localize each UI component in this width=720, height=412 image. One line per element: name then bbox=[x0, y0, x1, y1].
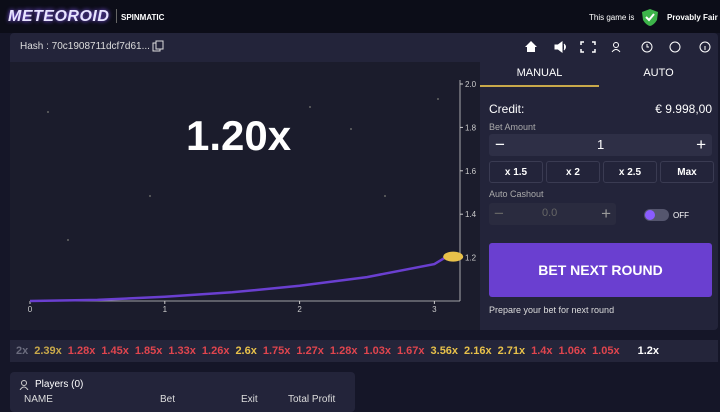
toolbar-icons[interactable] bbox=[520, 37, 718, 57]
tab[interactable]: AUTO bbox=[643, 67, 674, 79]
column-header: Total Profit bbox=[288, 394, 336, 405]
history-item[interactable]: 2.71x bbox=[497, 345, 526, 357]
toggle[interactable] bbox=[644, 209, 669, 221]
multiplier-curve bbox=[29, 256, 446, 303]
history-item[interactable]: 2x bbox=[16, 345, 29, 357]
players-panel bbox=[10, 372, 355, 412]
quick-button[interactable]: Max bbox=[660, 161, 714, 183]
x-tick-label: 1 bbox=[163, 305, 168, 314]
history-item[interactable]: 2.6x bbox=[235, 345, 257, 357]
history-item[interactable]: 1.06x bbox=[558, 345, 587, 357]
y-tick-label: 1.6 bbox=[465, 167, 477, 176]
history-item[interactable]: 1.4x bbox=[531, 345, 553, 357]
bet-label: Bet Amount bbox=[489, 122, 536, 132]
history-item[interactable]: 1.45x bbox=[101, 345, 129, 357]
copy-icon[interactable] bbox=[152, 40, 164, 52]
multiplier: 1.20x bbox=[186, 112, 292, 159]
credit: € 9.998,00 bbox=[655, 102, 712, 116]
tabs: MANUAL AUTO bbox=[480, 62, 718, 87]
stars bbox=[47, 98, 439, 241]
history-item[interactable]: 1.05x bbox=[592, 345, 620, 357]
graph: 0 1 2 3 1.2 1.4 1.6 1.8 2.0 bbox=[28, 80, 477, 314]
toggle-knob bbox=[645, 210, 655, 220]
history-item[interactable]: 1.26x bbox=[201, 345, 230, 357]
rocket bbox=[443, 251, 464, 262]
history-item[interactable]: 1.28x bbox=[67, 345, 96, 357]
tab[interactable]: MANUAL bbox=[480, 62, 599, 87]
cashout-input[interactable]: − 0.0 + bbox=[489, 203, 616, 225]
cashout-value[interactable]: 0.0 bbox=[542, 207, 558, 219]
y-tick-label: 1.8 bbox=[465, 123, 477, 132]
toggle-label: OFF bbox=[673, 211, 689, 220]
history-item[interactable]: 1.2x bbox=[637, 345, 660, 357]
bet-plus[interactable]: + bbox=[696, 135, 706, 154]
history-item[interactable]: 3.56x bbox=[430, 345, 459, 357]
cashout-plus[interactable]: + bbox=[601, 204, 611, 223]
hint: Prepare your bet for next round bbox=[489, 305, 615, 315]
history-item[interactable]: 1.27x bbox=[296, 345, 324, 357]
graph-area bbox=[10, 62, 480, 330]
divider bbox=[116, 9, 117, 23]
hash[interactable]: Hash : 70c1908711dcf7d61... bbox=[20, 41, 150, 52]
y-tick-label: 1.4 bbox=[465, 210, 477, 219]
bet-minus[interactable]: − bbox=[495, 135, 505, 154]
x-tick-label: 0 bbox=[28, 305, 33, 314]
history-item[interactable]: 1.85x bbox=[134, 345, 163, 357]
quick-button[interactable]: x 2 bbox=[546, 161, 600, 183]
top-bar: METEOROID SPINMATIC This game is Provabl… bbox=[0, 0, 720, 33]
bet-value[interactable]: 1 bbox=[597, 137, 605, 152]
fair-label[interactable]: Provably Fair bbox=[667, 13, 718, 22]
x-tick-label: 3 bbox=[432, 305, 437, 314]
quick-button[interactable]: x 1.5 bbox=[489, 161, 543, 183]
history-item[interactable]: 1.75x bbox=[262, 345, 291, 357]
cashout-label: Auto Cashout bbox=[489, 189, 544, 199]
column-header: Exit bbox=[241, 394, 258, 405]
history-item[interactable]: 1.28x bbox=[329, 345, 358, 357]
column-header: NAME bbox=[24, 394, 53, 405]
x-tick-label: 2 bbox=[297, 305, 302, 314]
history-item[interactable]: 2.39x bbox=[34, 345, 62, 357]
history-item[interactable]: 1.03x bbox=[363, 345, 391, 357]
history-item[interactable]: 1.33x bbox=[168, 345, 196, 357]
credit-label: Credit: bbox=[489, 102, 525, 116]
players-icon bbox=[19, 380, 29, 390]
y-tick-label: 2.0 bbox=[465, 80, 477, 89]
y-tick-label: 1.2 bbox=[465, 254, 477, 263]
brand: SPINMATIC bbox=[121, 13, 165, 22]
quick-button[interactable]: x 2.5 bbox=[603, 161, 657, 183]
fair-prefix: This game is bbox=[589, 13, 635, 22]
history-item[interactable]: 2.16x bbox=[464, 345, 492, 357]
shield-icon bbox=[642, 9, 658, 26]
bet-input[interactable]: − 1 + bbox=[489, 134, 712, 156]
logo: METEOROID bbox=[8, 8, 110, 25]
players-title: Players (0) bbox=[35, 379, 84, 390]
history-item[interactable]: 1.67x bbox=[396, 345, 425, 357]
history: 2x 2.39x 1.28x 1.45x 1.85x 1.33x 1.26x 2.6x 1.75… bbox=[16, 345, 659, 357]
cashout-minus[interactable]: − bbox=[494, 204, 504, 223]
history-bar bbox=[10, 340, 718, 362]
bet-button[interactable]: BET NEXT ROUND bbox=[489, 243, 712, 297]
column-header: Bet bbox=[160, 394, 176, 405]
